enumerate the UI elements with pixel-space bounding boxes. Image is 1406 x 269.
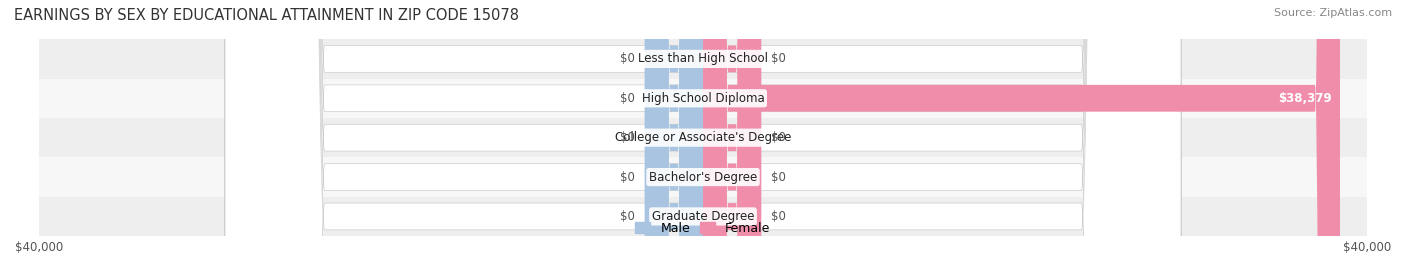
Text: Bachelor's Degree: Bachelor's Degree (650, 171, 756, 183)
Text: EARNINGS BY SEX BY EDUCATIONAL ATTAINMENT IN ZIP CODE 15078: EARNINGS BY SEX BY EDUCATIONAL ATTAINMEN… (14, 8, 519, 23)
Text: High School Diploma: High School Diploma (641, 92, 765, 105)
FancyBboxPatch shape (703, 0, 761, 269)
FancyBboxPatch shape (225, 0, 1181, 269)
Text: $0: $0 (620, 131, 636, 144)
FancyBboxPatch shape (703, 0, 1340, 269)
Bar (39, 157, 1367, 197)
Text: Source: ZipAtlas.com: Source: ZipAtlas.com (1274, 8, 1392, 18)
Text: $0: $0 (770, 171, 786, 183)
Bar (39, 39, 1367, 79)
FancyBboxPatch shape (645, 0, 703, 269)
Text: Graduate Degree: Graduate Degree (652, 210, 754, 223)
Text: $0: $0 (770, 131, 786, 144)
Text: $0: $0 (620, 210, 636, 223)
Bar (39, 79, 1367, 118)
Text: $0: $0 (620, 92, 636, 105)
FancyBboxPatch shape (225, 0, 1181, 269)
FancyBboxPatch shape (703, 0, 761, 269)
Text: $0: $0 (770, 210, 786, 223)
Text: $0: $0 (620, 52, 636, 65)
Text: $38,379: $38,379 (1278, 92, 1331, 105)
FancyBboxPatch shape (225, 0, 1181, 269)
FancyBboxPatch shape (645, 0, 703, 269)
Text: Less than High School: Less than High School (638, 52, 768, 65)
FancyBboxPatch shape (645, 0, 703, 269)
FancyBboxPatch shape (645, 0, 703, 269)
FancyBboxPatch shape (703, 0, 761, 269)
FancyBboxPatch shape (225, 0, 1181, 269)
FancyBboxPatch shape (703, 0, 761, 269)
FancyBboxPatch shape (645, 0, 703, 269)
Bar (39, 118, 1367, 157)
Text: College or Associate's Degree: College or Associate's Degree (614, 131, 792, 144)
Legend: Male, Female: Male, Female (630, 217, 776, 240)
FancyBboxPatch shape (225, 0, 1181, 269)
Bar (39, 197, 1367, 236)
Text: $0: $0 (770, 52, 786, 65)
Text: $0: $0 (620, 171, 636, 183)
